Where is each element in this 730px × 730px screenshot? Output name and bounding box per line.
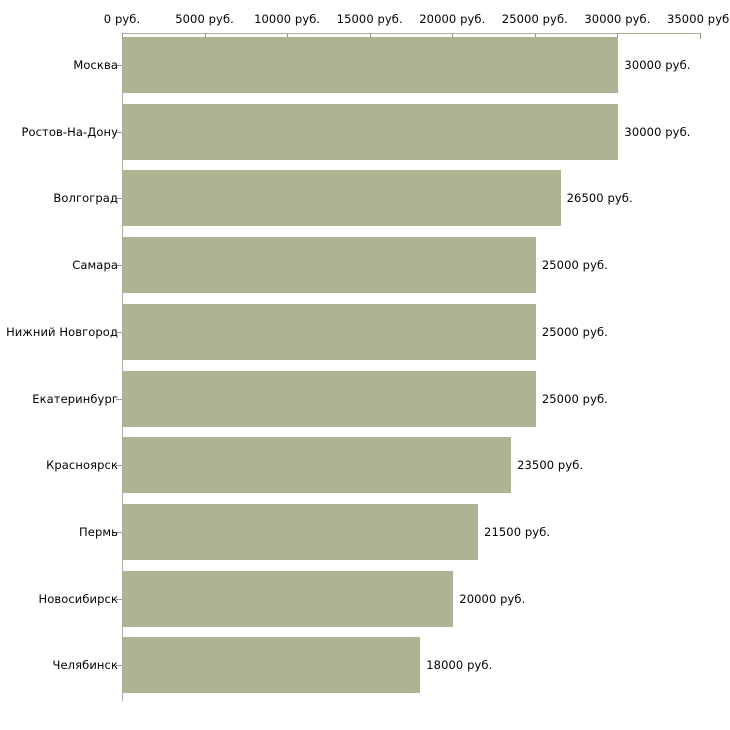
- bar-value-label: 30000 руб.: [624, 58, 691, 72]
- x-axis-tick-label: 5000 руб.: [175, 12, 234, 26]
- y-axis-tick: [116, 531, 122, 533]
- x-axis-tick: [452, 33, 454, 39]
- y-axis-tick: [116, 465, 122, 467]
- bar[interactable]: [123, 103, 619, 160]
- bar-value-label: 21500 руб.: [484, 524, 551, 539]
- bar[interactable]: [123, 370, 536, 427]
- category-label: Челябинск: [52, 658, 118, 673]
- x-axis-tick: [369, 33, 371, 39]
- x-axis-tick: [534, 33, 536, 39]
- category-label: Новосибирск: [38, 591, 118, 606]
- bar[interactable]: [123, 237, 536, 294]
- bar[interactable]: [123, 303, 536, 360]
- bar-value-label: 25000 руб.: [541, 324, 608, 339]
- bar[interactable]: [123, 570, 454, 627]
- category-label: Екатеринбург: [32, 391, 118, 406]
- bar[interactable]: [123, 437, 512, 494]
- bar-value-label: 18000 руб.: [426, 658, 493, 673]
- category-label: Волгоград: [53, 191, 118, 206]
- x-axis-tick-label: 35000 руб.: [666, 12, 730, 26]
- x-axis-tick-label: 30000 руб.: [584, 12, 651, 26]
- y-axis-tick: [116, 131, 122, 133]
- x-axis-tick: [287, 33, 289, 39]
- x-axis-tick-label: 25000 руб.: [501, 12, 568, 26]
- bar[interactable]: [123, 503, 479, 560]
- y-axis-tick: [116, 331, 122, 333]
- bar[interactable]: [123, 637, 421, 694]
- y-axis-tick: [116, 198, 122, 200]
- category-label: Ростов-На-Дону: [21, 124, 118, 139]
- category-label: Красноярск: [46, 458, 118, 473]
- category-label: Москва: [73, 58, 118, 72]
- x-axis-tick-label: 20000 руб.: [419, 12, 486, 26]
- bar[interactable]: [123, 170, 561, 227]
- x-axis-tick: [700, 33, 701, 39]
- bar-value-label: 25000 руб.: [541, 391, 608, 406]
- category-label: Пермь: [79, 524, 118, 539]
- category-label: Нижний Новгород: [6, 324, 118, 339]
- x-axis-tick: [204, 33, 206, 39]
- x-axis-tick-label: 15000 руб.: [336, 12, 403, 26]
- x-axis-tick-label: 10000 руб.: [254, 12, 321, 26]
- y-axis-tick: [116, 265, 122, 267]
- bar-value-label: 25000 руб.: [541, 258, 608, 273]
- x-axis-line: [122, 33, 700, 34]
- y-axis-tick: [116, 598, 122, 600]
- bar-value-label: 20000 руб.: [459, 591, 526, 606]
- x-axis-tick-label: 0 руб.: [103, 12, 141, 26]
- category-label: Самара: [72, 258, 118, 273]
- x-axis-tick: [617, 33, 619, 39]
- bar[interactable]: [123, 37, 619, 93]
- y-axis-line: [122, 33, 123, 701]
- y-axis-tick: [116, 398, 122, 400]
- bar-value-label: 26500 руб.: [566, 191, 633, 206]
- y-axis-tick: [116, 665, 122, 667]
- x-axis-tick: [122, 33, 123, 39]
- bar-value-label: 30000 руб.: [624, 124, 691, 139]
- bar-value-label: 23500 руб.: [517, 458, 584, 473]
- y-axis-tick: [116, 65, 122, 66]
